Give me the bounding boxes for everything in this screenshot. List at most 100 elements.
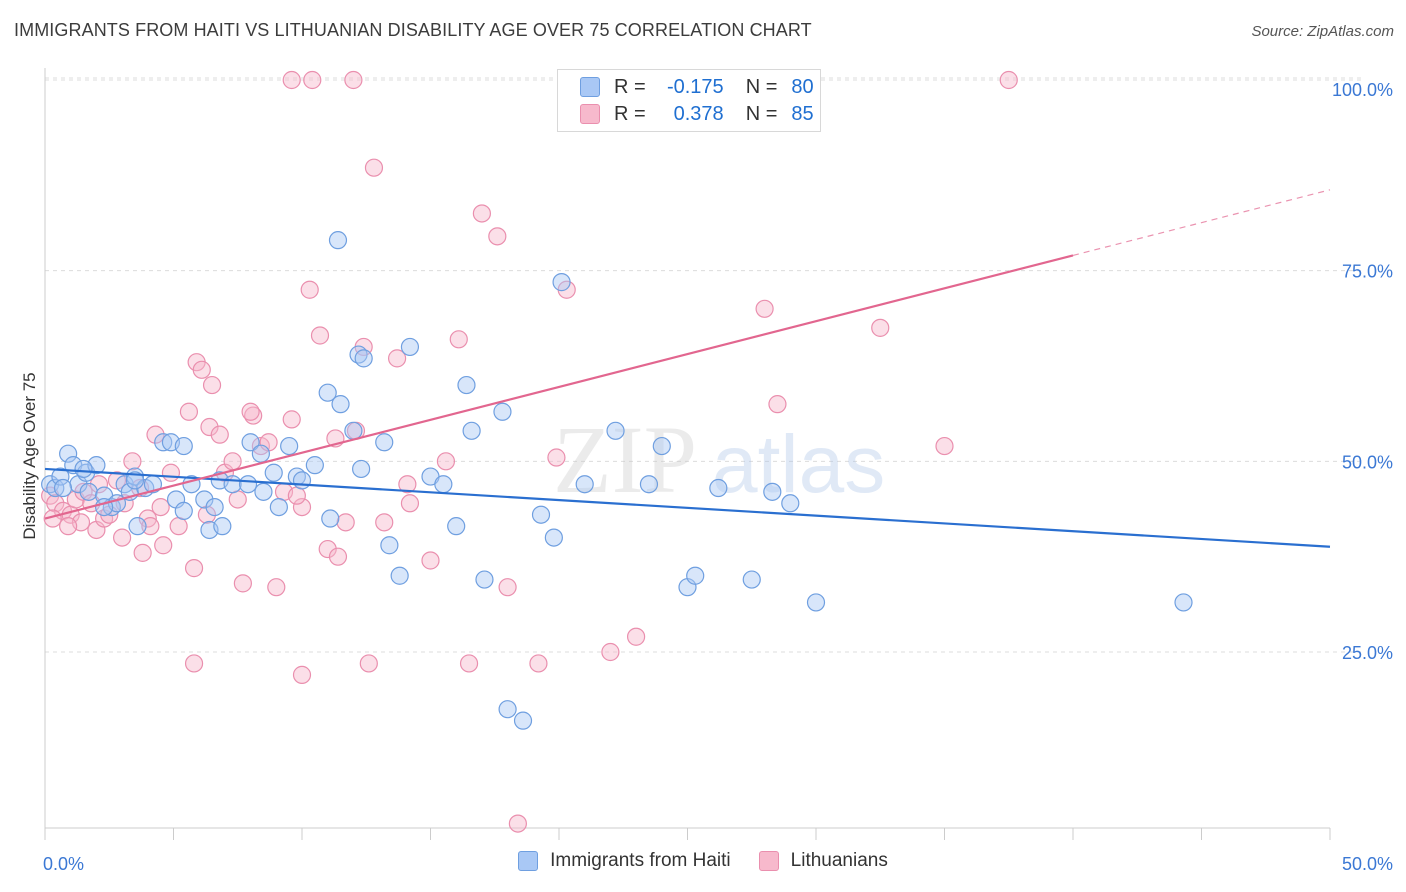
- data-point-lithuanians: [310, 326, 330, 345]
- data-point-haiti: [686, 566, 705, 585]
- data-point-lithuanians: [459, 654, 479, 673]
- data-point-lithuanians: [375, 513, 394, 532]
- data-point-lithuanians: [387, 349, 407, 368]
- data-point-lithuanians: [112, 528, 132, 547]
- data-point-haiti: [174, 436, 193, 456]
- gridlines: [45, 77, 1365, 653]
- trend-line-lithuanians: [44, 254, 1074, 520]
- data-point-haiti: [59, 444, 78, 463]
- data-point-lithuanians: [871, 318, 890, 337]
- data-point-haiti: [400, 337, 420, 357]
- series-legend: Immigrants from Haiti Lithuanians: [0, 850, 1406, 872]
- legend-r-label: R =: [614, 102, 646, 125]
- series-legend-haiti[interactable]: Immigrants from Haiti: [518, 850, 731, 872]
- data-point-lithuanians: [59, 517, 78, 536]
- data-point-lithuanians: [210, 425, 229, 444]
- data-point-lithuanians: [400, 494, 420, 513]
- data-point-lithuanians: [267, 578, 286, 597]
- data-point-lithuanians: [547, 448, 566, 467]
- data-point-lithuanians: [179, 402, 199, 421]
- legend-swatch-haiti: [580, 77, 600, 97]
- data-point-haiti: [51, 467, 70, 486]
- data-point-lithuanians: [336, 513, 355, 532]
- data-point-lithuanians: [421, 551, 440, 570]
- data-point-haiti: [269, 497, 288, 517]
- data-point-haiti: [513, 711, 533, 730]
- series-lithuanians-points: [41, 70, 1018, 833]
- data-point-haiti: [390, 566, 409, 585]
- data-point-lithuanians: [282, 410, 301, 429]
- data-point-lithuanians: [508, 814, 527, 833]
- data-point-haiti: [238, 475, 258, 494]
- series-legend-lithuanians[interactable]: Lithuanians: [758, 850, 888, 872]
- data-point-haiti: [331, 395, 350, 414]
- y-tick-label: 50.0%: [1342, 452, 1393, 472]
- data-point-haiti: [251, 444, 270, 463]
- data-point-haiti: [213, 517, 232, 536]
- series-legend-label: Immigrants from Haiti: [550, 850, 731, 871]
- data-point-haiti: [352, 459, 371, 479]
- data-point-lithuanians: [300, 280, 319, 299]
- data-point-lithuanians: [328, 547, 348, 566]
- correlation-legend: R = -0.175 N = 80 R = 0.378 N = 85: [557, 69, 821, 132]
- data-point-lithuanians: [151, 497, 170, 517]
- data-point-haiti: [318, 383, 337, 402]
- data-point-lithuanians: [472, 204, 491, 223]
- data-point-haiti: [639, 475, 659, 494]
- legend-r-value: 0.378: [673, 102, 724, 125]
- data-point-haiti: [354, 349, 373, 368]
- data-point-lithuanians: [303, 70, 322, 90]
- data-point-lithuanians: [161, 463, 181, 482]
- data-point-lithuanians: [287, 486, 306, 505]
- legend-n-label: N =: [745, 75, 778, 98]
- data-point-haiti: [1174, 593, 1193, 612]
- axes: [44, 68, 1331, 840]
- source-label: Source: ZipAtlas.com: [1251, 23, 1394, 40]
- data-point-haiti: [434, 475, 453, 494]
- data-point-lithuanians: [935, 436, 954, 456]
- data-point-haiti: [292, 471, 312, 490]
- legend-r-label: R =: [614, 75, 646, 98]
- data-point-lithuanians: [601, 642, 620, 662]
- data-point-lithuanians: [123, 452, 142, 471]
- data-point-lithuanians: [768, 395, 787, 414]
- data-point-haiti: [380, 536, 399, 555]
- data-point-lithuanians: [223, 452, 242, 471]
- y-axis-label: Disability Age Over 75: [20, 372, 39, 540]
- data-point-haiti: [498, 700, 517, 719]
- trend-lines: [44, 189, 1331, 548]
- x-tick-label: 0.0%: [43, 854, 84, 874]
- data-point-lithuanians: [133, 543, 152, 562]
- data-point-lithuanians: [228, 490, 247, 509]
- data-point-haiti: [223, 475, 242, 494]
- data-point-haiti: [125, 467, 145, 486]
- data-point-lithuanians: [364, 158, 384, 177]
- legend-n-label: N =: [745, 102, 778, 125]
- data-point-haiti: [531, 505, 551, 524]
- data-point-haiti: [53, 478, 73, 498]
- data-point-haiti: [652, 436, 671, 456]
- data-point-haiti: [575, 475, 594, 494]
- data-point-lithuanians: [344, 70, 363, 90]
- y-tick-label: 75.0%: [1342, 262, 1393, 282]
- trend-line-haiti: [44, 467, 1331, 548]
- chart-title: IMMIGRANTS FROM HAITI VS LITHUANIAN DISA…: [14, 20, 812, 40]
- data-point-haiti: [544, 528, 563, 547]
- data-point-haiti: [125, 471, 145, 490]
- data-point-haiti: [264, 463, 283, 482]
- data-point-lithuanians: [200, 417, 219, 437]
- watermark: ZIP atlas: [553, 406, 885, 513]
- data-point-lithuanians: [318, 539, 337, 559]
- data-point-haiti: [709, 478, 728, 498]
- data-point-haiti: [552, 273, 571, 292]
- data-point-haiti: [493, 402, 512, 421]
- data-point-haiti: [174, 501, 193, 521]
- data-point-lithuanians: [192, 360, 211, 379]
- data-point-haiti: [321, 509, 340, 528]
- data-point-lithuanians: [755, 299, 774, 318]
- data-point-lithuanians: [488, 227, 507, 246]
- data-point-haiti: [305, 456, 324, 475]
- data-point-haiti: [74, 459, 93, 479]
- data-point-lithuanians: [449, 330, 468, 349]
